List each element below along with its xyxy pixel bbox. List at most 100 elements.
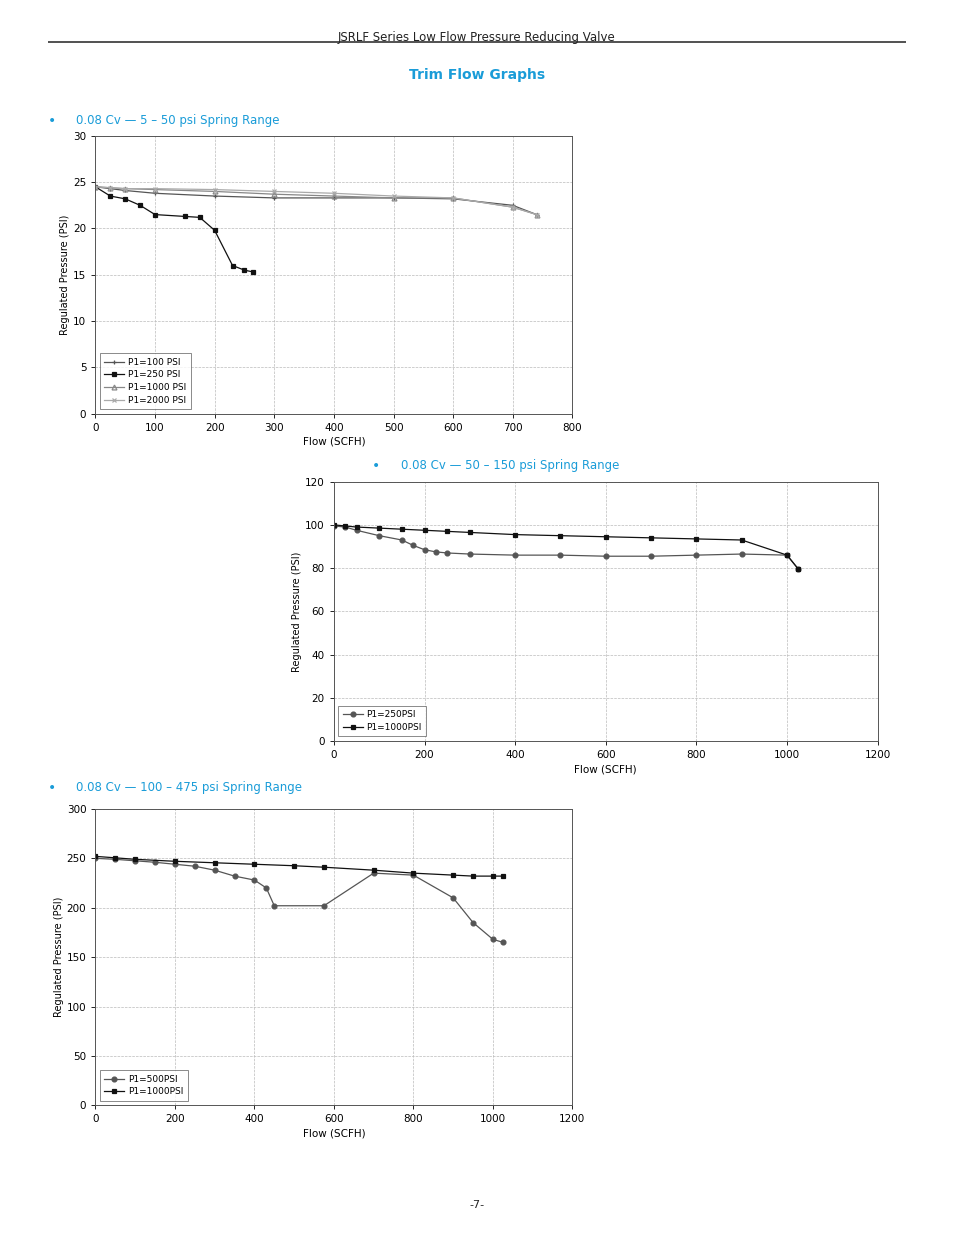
P1=100 PSI [530, 207, 541, 222]
P1=1000PSI [554, 529, 565, 543]
P1=2000 PSI [387, 189, 398, 204]
P1=1000PSI [781, 548, 792, 563]
P1=500PSI [467, 915, 478, 930]
P1=2000 PSI [149, 182, 160, 196]
P1=500PSI [249, 873, 260, 888]
Line: P1=250 PSI: P1=250 PSI [92, 184, 255, 274]
P1=250PSI [644, 548, 656, 563]
Y-axis label: Regulated Pressure (PSI): Regulated Pressure (PSI) [60, 215, 71, 335]
P1=2000 PSI [268, 184, 279, 199]
P1=1000 PSI [447, 190, 458, 205]
X-axis label: Flow (SCFH): Flow (SCFH) [574, 764, 637, 774]
P1=1000PSI [467, 868, 478, 883]
Y-axis label: Regulated Pressure (PSI): Regulated Pressure (PSI) [292, 551, 302, 672]
P1=250PSI [736, 547, 747, 562]
P1=2000 PSI [90, 179, 101, 194]
P1=1000 PSI [530, 207, 541, 222]
P1=250 PSI [149, 207, 160, 222]
Text: 0.08 Cv — 5 – 50 psi Spring Range: 0.08 Cv — 5 – 50 psi Spring Range [76, 114, 279, 127]
P1=2000 PSI [506, 200, 517, 215]
Line: P1=1000PSI: P1=1000PSI [331, 522, 800, 572]
P1=250PSI [792, 562, 803, 577]
P1=250PSI [599, 548, 611, 563]
Text: -7-: -7- [469, 1200, 484, 1210]
P1=250PSI [395, 532, 407, 547]
P1=1000PSI [318, 860, 330, 874]
Text: •: • [48, 781, 56, 794]
P1=1000 PSI [268, 186, 279, 201]
P1=1000PSI [395, 521, 407, 536]
P1=250 PSI [193, 210, 205, 225]
P1=100 PSI [105, 182, 116, 196]
P1=2000 PSI [105, 180, 116, 195]
P1=1000 PSI [387, 190, 398, 205]
Line: P1=1000PSI: P1=1000PSI [92, 853, 505, 878]
P1=2000 PSI [447, 190, 458, 205]
Text: JSRLF Series Low Flow Pressure Reducing Valve: JSRLF Series Low Flow Pressure Reducing … [337, 31, 616, 44]
P1=250PSI [690, 548, 701, 563]
Y-axis label: Regulated Pressure (PSI): Regulated Pressure (PSI) [53, 897, 64, 1018]
X-axis label: Flow (SCFH): Flow (SCFH) [302, 437, 365, 447]
P1=100 PSI [328, 190, 339, 205]
P1=1000PSI [351, 520, 362, 535]
Legend: P1=250PSI, P1=1000PSI: P1=250PSI, P1=1000PSI [338, 706, 426, 736]
P1=100 PSI [387, 190, 398, 205]
P1=250 PSI [179, 209, 191, 224]
P1=100 PSI [119, 183, 131, 198]
P1=500PSI [90, 851, 101, 866]
P1=1000PSI [497, 868, 508, 883]
Text: 0.08 Cv — 50 – 150 psi Spring Range: 0.08 Cv — 50 – 150 psi Spring Range [400, 459, 618, 473]
P1=250PSI [430, 545, 441, 559]
P1=1000PSI [736, 532, 747, 547]
P1=1000 PSI [149, 183, 160, 198]
P1=2000 PSI [530, 207, 541, 222]
P1=1000PSI [339, 519, 351, 534]
P1=250PSI [463, 547, 475, 562]
Line: P1=2000 PSI: P1=2000 PSI [92, 184, 538, 217]
P1=500PSI [269, 898, 280, 913]
P1=1000 PSI [328, 189, 339, 204]
P1=1000 PSI [209, 184, 220, 199]
P1=100 PSI [149, 185, 160, 200]
Line: P1=500PSI: P1=500PSI [92, 856, 505, 945]
P1=1000PSI [644, 531, 656, 546]
X-axis label: Flow (SCFH): Flow (SCFH) [302, 1129, 365, 1139]
P1=1000PSI [509, 527, 520, 542]
P1=1000 PSI [105, 180, 116, 195]
P1=250PSI [339, 520, 351, 535]
P1=250 PSI [248, 264, 259, 279]
Text: •: • [48, 114, 56, 127]
P1=100 PSI [506, 198, 517, 212]
Line: P1=100 PSI: P1=100 PSI [92, 184, 538, 217]
Legend: P1=500PSI, P1=1000PSI: P1=500PSI, P1=1000PSI [100, 1071, 188, 1100]
Line: P1=250PSI: P1=250PSI [331, 524, 800, 572]
P1=500PSI [149, 855, 160, 869]
Legend: P1=100 PSI, P1=250 PSI, P1=1000 PSI, P1=2000 PSI: P1=100 PSI, P1=250 PSI, P1=1000 PSI, P1=… [100, 353, 191, 409]
P1=2000 PSI [119, 182, 131, 196]
P1=250 PSI [238, 263, 250, 278]
P1=250PSI [781, 548, 792, 563]
P1=500PSI [447, 890, 458, 905]
P1=1000PSI [288, 858, 299, 873]
P1=2000 PSI [209, 183, 220, 198]
P1=100 PSI [268, 190, 279, 205]
P1=500PSI [110, 852, 121, 867]
P1=2000 PSI [328, 185, 339, 200]
P1=1000PSI [130, 852, 141, 867]
P1=250 PSI [105, 189, 116, 204]
P1=1000PSI [599, 530, 611, 545]
P1=250PSI [373, 529, 384, 543]
P1=1000PSI [441, 524, 453, 538]
P1=500PSI [487, 932, 498, 947]
P1=1000PSI [373, 521, 384, 536]
P1=100 PSI [90, 179, 101, 194]
Line: P1=1000 PSI: P1=1000 PSI [92, 184, 538, 217]
P1=250 PSI [227, 258, 238, 273]
P1=1000 PSI [90, 179, 101, 194]
P1=500PSI [169, 857, 180, 872]
P1=1000PSI [792, 562, 803, 577]
P1=1000PSI [368, 863, 379, 878]
P1=250 PSI [209, 222, 220, 237]
P1=250 PSI [90, 179, 101, 194]
Text: 0.08 Cv — 100 – 475 psi Spring Range: 0.08 Cv — 100 – 475 psi Spring Range [76, 781, 302, 794]
